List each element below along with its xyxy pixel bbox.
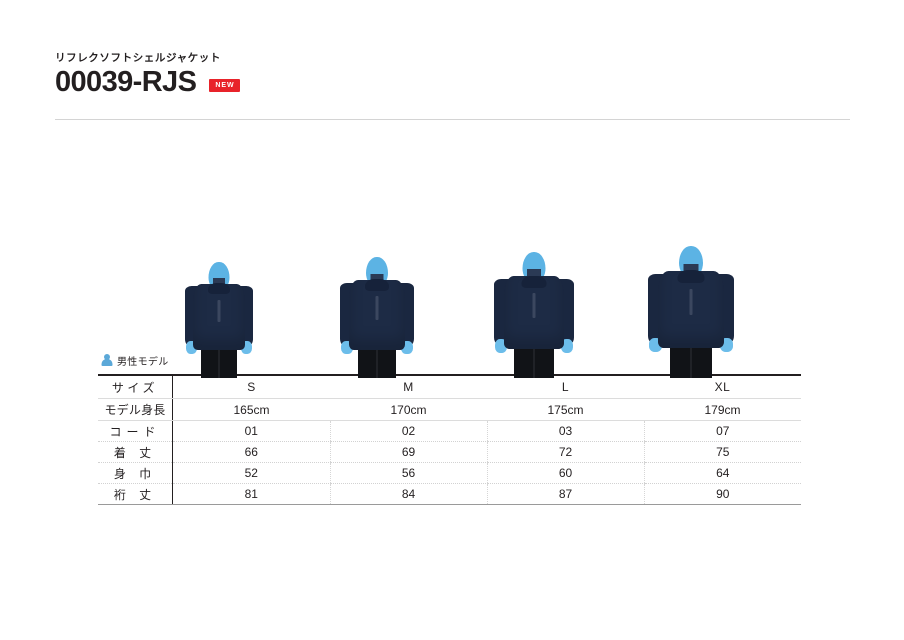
cell-sleeve-length-m: 84 xyxy=(329,483,487,505)
row-label-size: サイズ xyxy=(98,374,173,399)
model-legend: 男性モデル xyxy=(100,353,169,368)
new-badge: NEW xyxy=(209,79,240,93)
cell-body-length-s: 66 xyxy=(172,441,330,463)
model-image-m xyxy=(332,256,422,378)
row-label-sleeve-length: 裄 丈 xyxy=(98,483,173,505)
model-zipper-s xyxy=(217,300,221,322)
row-label-code: コード xyxy=(98,420,173,442)
model-image-s xyxy=(176,260,262,378)
table-row-sleeve-length: 裄 丈 81 84 87 90 xyxy=(98,483,801,505)
size-table: サイズ S M L XL モデル身長 165cm 170cm 175cm 179… xyxy=(98,374,801,505)
model-collar-m xyxy=(365,279,389,291)
cell-size-xl: XL xyxy=(644,374,801,399)
cell-body-width-l: 60 xyxy=(486,462,644,484)
cell-body-length-xl: 75 xyxy=(643,441,801,463)
cell-size-m: M xyxy=(330,374,487,399)
cell-body-width-s: 52 xyxy=(172,462,330,484)
table-row-size: サイズ S M L XL xyxy=(98,374,801,399)
model-hand-right-s xyxy=(241,341,252,354)
model-collar-s xyxy=(208,283,230,294)
person-icon xyxy=(100,353,113,368)
model-leg-split-l xyxy=(533,349,535,378)
cell-body-length-l: 72 xyxy=(486,441,644,463)
model-collar-l xyxy=(521,276,547,288)
cell-code-l: 03 xyxy=(486,420,644,442)
table-row-code: コード 01 02 03 07 xyxy=(98,420,801,442)
cell-body-width-xl: 64 xyxy=(643,462,801,484)
model-leg-split-m xyxy=(376,350,378,378)
cell-code-s: 01 xyxy=(172,420,330,442)
model-leg-split-xl xyxy=(690,348,692,378)
model-zipper-l xyxy=(532,293,536,318)
page-header: リフレクソフトシェルジャケット 00039-RJS NEW xyxy=(55,52,850,98)
row-label-body-width: 身 巾 xyxy=(98,462,173,484)
cell-size-l: L xyxy=(487,374,644,399)
cell-body-length-m: 69 xyxy=(329,441,487,463)
model-image-xl xyxy=(640,246,742,378)
table-row-body-width: 身 巾 52 56 60 64 xyxy=(98,462,801,484)
model-hand-left-s xyxy=(186,341,197,354)
model-leg-split-s xyxy=(218,350,220,378)
row-label-model-height: モデル身長 xyxy=(98,398,173,421)
cell-code-m: 02 xyxy=(329,420,487,442)
cell-model-height-m: 170cm xyxy=(330,398,487,421)
model-zipper-xl xyxy=(689,289,693,315)
row-label-body-length: 着 丈 xyxy=(98,441,173,463)
product-code: 00039-RJS xyxy=(55,65,197,98)
product-subtitle: リフレクソフトシェルジャケット xyxy=(55,52,221,64)
model-hand-right-l xyxy=(561,339,573,353)
cell-sleeve-length-l: 87 xyxy=(486,483,644,505)
cell-size-s: S xyxy=(172,374,330,399)
cell-code-xl: 07 xyxy=(643,420,801,442)
header-divider xyxy=(55,119,850,120)
table-row-model-height: モデル身長 165cm 170cm 175cm 179cm xyxy=(98,398,801,421)
cell-model-height-xl: 179cm xyxy=(644,398,801,421)
cell-model-height-s: 165cm xyxy=(172,398,330,421)
title-row: 00039-RJS NEW xyxy=(55,65,850,98)
model-legend-label: 男性モデル xyxy=(117,357,169,368)
model-image-l xyxy=(486,252,582,378)
cell-sleeve-length-s: 81 xyxy=(172,483,330,505)
cell-sleeve-length-xl: 90 xyxy=(643,483,801,505)
model-zipper-m xyxy=(375,296,379,320)
cell-body-width-m: 56 xyxy=(329,462,487,484)
table-row-body-length: 着 丈 66 69 72 75 xyxy=(98,441,801,463)
model-collar-xl xyxy=(677,270,705,283)
cell-model-height-l: 175cm xyxy=(487,398,644,421)
model-images xyxy=(172,246,800,378)
